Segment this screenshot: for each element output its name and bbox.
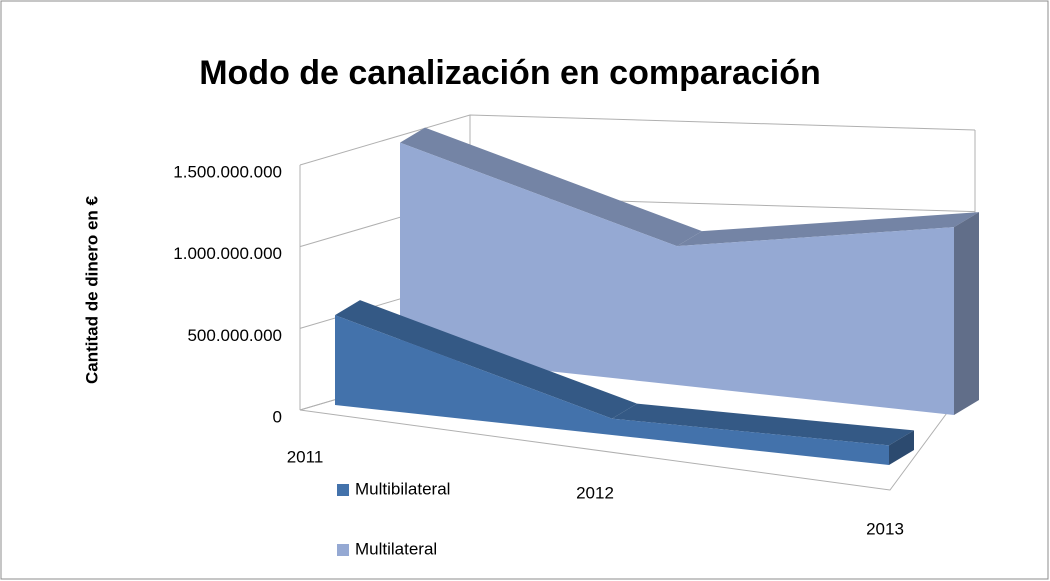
legend-swatch bbox=[337, 484, 349, 496]
y-tick-label: 1.500.000.000 bbox=[173, 162, 282, 181]
x-tick-label: 2011 bbox=[287, 447, 324, 466]
y-tick-label: 500.000.000 bbox=[187, 326, 282, 345]
x-tick-label: 2013 bbox=[866, 519, 904, 538]
y-tick-label: 1.000.000.000 bbox=[173, 244, 282, 263]
area-side-face bbox=[954, 212, 979, 415]
legend-label: Multibilateral bbox=[355, 479, 450, 498]
y-axis-title: Cantitad de dinero en € bbox=[82, 195, 101, 384]
area-top-face bbox=[400, 127, 702, 247]
y-tick-label: 0 bbox=[273, 407, 282, 426]
area-top-face bbox=[677, 212, 979, 247]
area-top-face bbox=[612, 403, 914, 446]
area bbox=[400, 142, 954, 415]
legend-label: Multilateral bbox=[355, 539, 437, 558]
chart-title: Modo de canalización en comparación bbox=[199, 54, 821, 92]
area-top-face bbox=[335, 300, 637, 419]
legend-swatch bbox=[337, 544, 349, 556]
x-tick-label: 2012 bbox=[576, 483, 614, 502]
area bbox=[335, 315, 889, 465]
area-side-face bbox=[889, 430, 914, 465]
